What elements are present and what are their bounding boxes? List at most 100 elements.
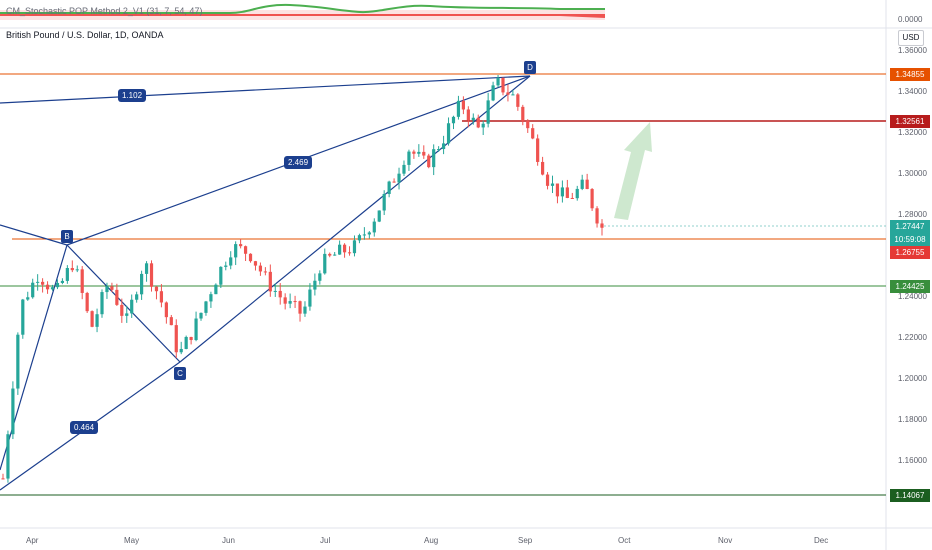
price-tick: 1.24000 xyxy=(898,292,927,301)
candle-body xyxy=(585,179,589,190)
support-price-label: 1.26755 xyxy=(890,246,930,259)
pattern-point-d: D xyxy=(524,61,536,74)
candle-body xyxy=(471,117,475,121)
pattern-line-xd xyxy=(0,75,531,104)
candle-body xyxy=(16,334,20,389)
candle-body xyxy=(506,92,510,95)
candle-body xyxy=(402,164,406,174)
candle-body xyxy=(36,281,40,283)
candle-body xyxy=(154,286,159,292)
candle-body xyxy=(70,268,74,271)
candle-body xyxy=(308,289,312,307)
candle-body xyxy=(90,311,94,327)
target-price-label: 1.32561 xyxy=(890,115,930,128)
level-1-price-label: 1.24425 xyxy=(890,280,930,293)
pattern-point-c: C xyxy=(174,367,186,380)
pattern-line-xb xyxy=(0,224,68,246)
time-tick: Dec xyxy=(814,536,829,545)
candle-body xyxy=(189,336,193,341)
candle-body xyxy=(224,265,228,267)
candle-body xyxy=(357,235,362,241)
candle-body xyxy=(273,290,277,292)
candle-body xyxy=(21,299,25,335)
candle-body xyxy=(6,434,10,479)
candle-body xyxy=(342,244,347,253)
candle-body xyxy=(456,100,461,117)
candle-body xyxy=(511,94,515,96)
countdown-label: 10:59:08 xyxy=(890,233,930,246)
candle-body xyxy=(50,287,55,290)
candle-body xyxy=(352,240,357,254)
candle-body xyxy=(560,187,564,197)
price-tick: 1.36000 xyxy=(898,46,927,55)
candle-body xyxy=(481,123,485,128)
candle-body xyxy=(328,253,332,256)
candle-body xyxy=(149,263,154,287)
candle-body xyxy=(194,318,198,341)
candle-body xyxy=(263,271,267,273)
candle-body xyxy=(11,388,15,435)
candle-body xyxy=(105,286,109,293)
candle-body xyxy=(169,317,173,326)
candle-body xyxy=(338,244,342,255)
candle-body xyxy=(26,297,30,300)
candle-body xyxy=(531,128,535,139)
candle-body xyxy=(387,181,391,194)
pattern-line-a xyxy=(0,244,68,471)
candle-body xyxy=(298,301,302,314)
ratio-label-xd: 1.102 xyxy=(118,89,147,102)
candle-body xyxy=(209,294,213,302)
candle-body xyxy=(115,289,119,305)
candle-body xyxy=(486,100,490,124)
candle-body xyxy=(253,261,258,266)
candle-body xyxy=(377,210,381,222)
candle-body xyxy=(140,273,144,295)
resistance-price-label: 1.34855 xyxy=(890,68,930,81)
candle-body xyxy=(125,313,129,316)
candle-body xyxy=(412,151,416,154)
price-tick: 1.22000 xyxy=(898,333,927,342)
price-tick: 1.32000 xyxy=(898,128,927,137)
candle-body xyxy=(80,269,84,293)
candle-body xyxy=(540,161,545,175)
price-tick: 1.34000 xyxy=(898,87,927,96)
harmonic-pattern xyxy=(0,75,531,491)
candle-body xyxy=(545,174,550,186)
time-tick: May xyxy=(124,536,140,545)
candle-body xyxy=(239,244,243,247)
candle-body xyxy=(466,109,470,121)
candle-body xyxy=(248,253,253,262)
candle-body xyxy=(184,336,188,349)
time-tick: Oct xyxy=(618,536,631,545)
candle-body xyxy=(367,232,371,235)
currency-button[interactable]: USD xyxy=(898,30,924,46)
candle-body xyxy=(461,100,465,110)
candle-body xyxy=(110,286,114,290)
candle-body xyxy=(303,306,307,314)
candle-body xyxy=(229,257,233,266)
candle-body xyxy=(555,183,560,197)
candle-body xyxy=(95,314,99,327)
candle-body xyxy=(55,282,60,288)
candle-body xyxy=(575,188,579,199)
candle-body xyxy=(422,151,426,156)
candle-body xyxy=(570,197,574,199)
candle-body xyxy=(565,187,569,198)
candle-body xyxy=(60,280,65,283)
candle-body xyxy=(441,143,446,150)
chart-title: British Pound / U.S. Dollar, 1D, OANDA xyxy=(6,30,164,40)
candle-body xyxy=(179,348,183,353)
candle-body xyxy=(288,301,292,304)
candle-body xyxy=(31,282,35,298)
candle-body xyxy=(293,301,297,303)
candle-body xyxy=(521,106,525,121)
price-tick: 1.16000 xyxy=(898,456,927,465)
candle-body xyxy=(595,208,599,224)
ratio-label-xc: 0.464 xyxy=(70,421,99,434)
candle-body xyxy=(362,234,366,236)
candle-body xyxy=(278,290,282,298)
time-tick: Jun xyxy=(222,536,235,545)
time-tick: Jul xyxy=(320,536,331,545)
pattern-point-b: B xyxy=(61,230,73,243)
